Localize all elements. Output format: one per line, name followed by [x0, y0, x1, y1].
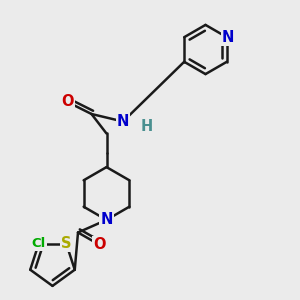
- Text: N: N: [222, 30, 235, 45]
- Text: N: N: [100, 212, 113, 227]
- Text: O: O: [93, 237, 105, 252]
- Text: S: S: [61, 236, 71, 251]
- Text: O: O: [61, 94, 74, 110]
- Text: H: H: [141, 119, 153, 134]
- Text: Cl: Cl: [32, 237, 46, 250]
- Text: N: N: [117, 114, 129, 129]
